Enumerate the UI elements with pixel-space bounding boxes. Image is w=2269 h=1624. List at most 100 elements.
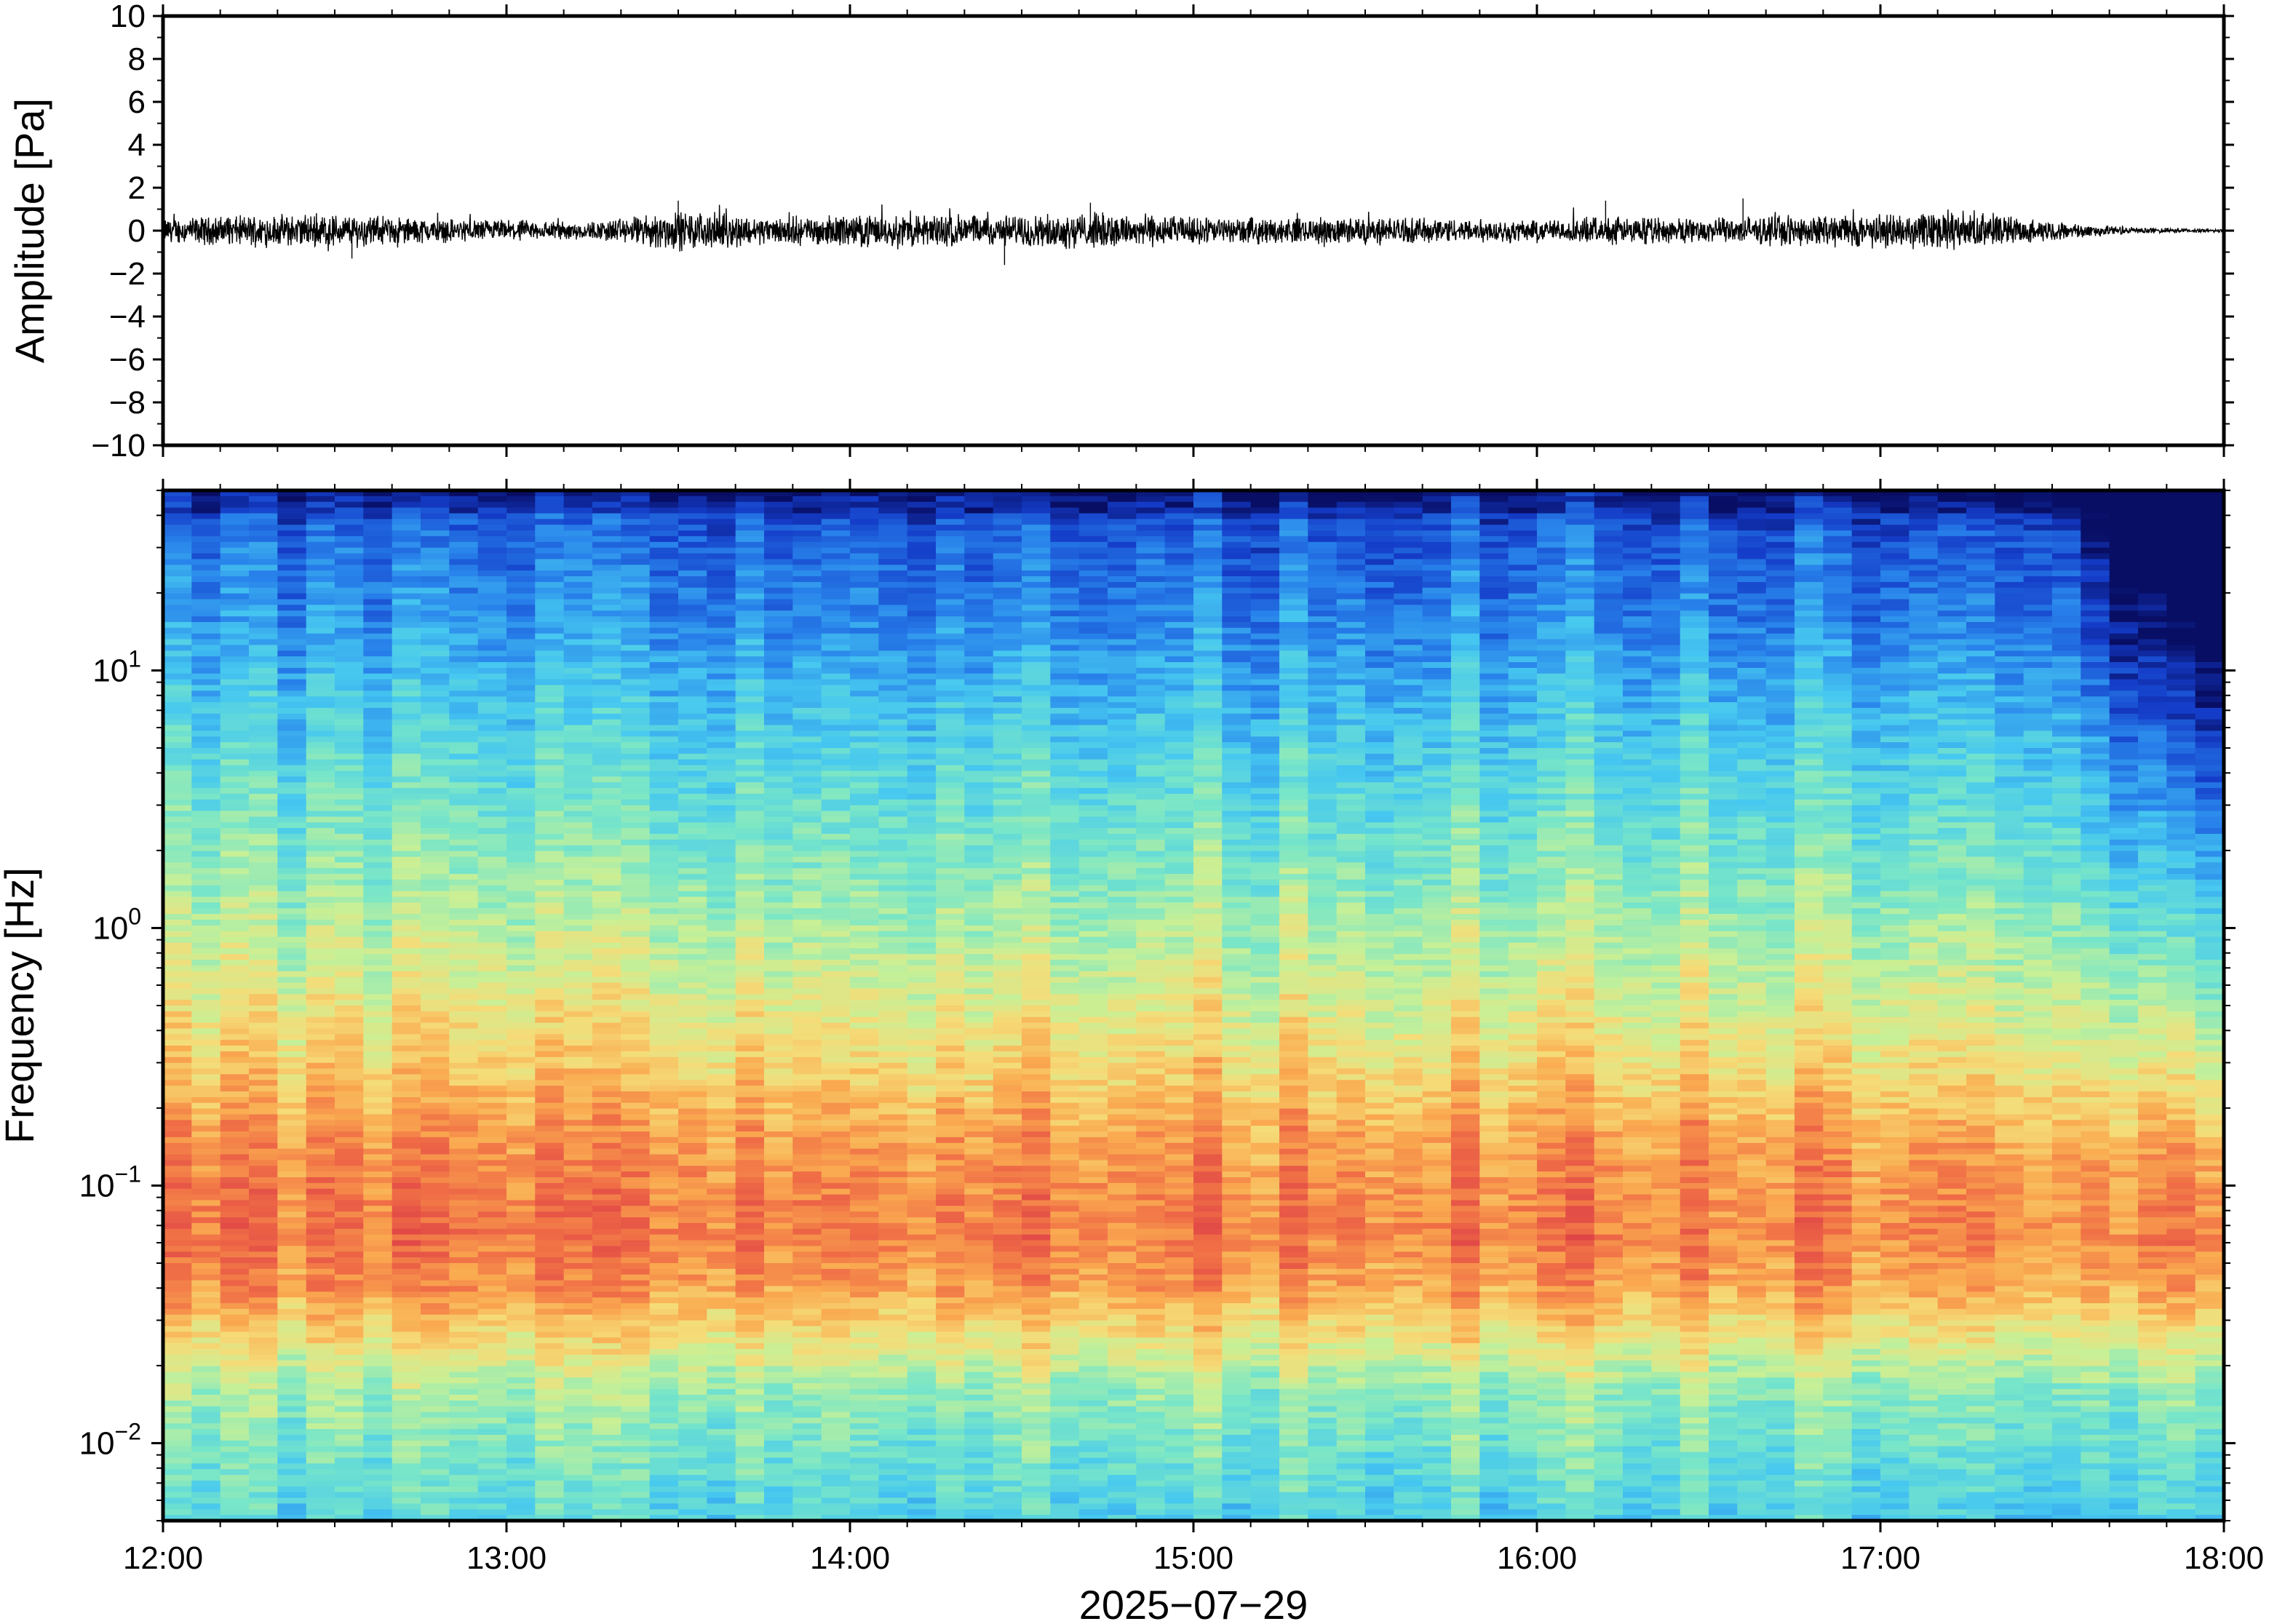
spectrogram-cell — [335, 736, 365, 743]
spectrogram-cell — [907, 1417, 937, 1425]
spectrogram-cell — [335, 965, 365, 972]
spectrogram-cell — [707, 1492, 736, 1499]
spectrogram-cell — [277, 1040, 307, 1046]
spectrogram-cell — [678, 599, 708, 606]
spectrogram-cell — [821, 799, 851, 806]
spectrogram-cell — [907, 1429, 937, 1436]
spectrogram-cell — [335, 610, 365, 617]
spectrogram-cell — [220, 645, 250, 652]
spectrogram-cell — [335, 1131, 365, 1138]
spectrogram-cell — [621, 1234, 651, 1241]
spectrogram-cell — [563, 565, 593, 571]
spectrogram-cell — [306, 1360, 335, 1367]
spectrogram-cell — [707, 1308, 736, 1315]
spectrogram-cell — [306, 1320, 335, 1327]
spectrogram-cell — [249, 1268, 279, 1275]
spectrogram-cell — [191, 925, 221, 932]
spectrogram-cell — [306, 513, 335, 520]
spectrogram-cell — [563, 707, 593, 715]
spectrogram-cell — [678, 1120, 708, 1126]
spectrogram-cell — [335, 862, 365, 869]
spectrogram-cell — [191, 610, 221, 617]
spectrogram-cell — [277, 862, 307, 869]
spectrogram-cell — [535, 1137, 565, 1144]
spectrogram-cell — [907, 581, 937, 589]
spectrogram-cell — [392, 679, 421, 686]
spectrogram-cell — [335, 1440, 365, 1447]
spectrogram-cell — [850, 690, 880, 697]
spectrogram-cell — [477, 793, 507, 800]
spectrogram-cell — [220, 547, 250, 554]
spectrogram-cell — [764, 748, 794, 755]
spectrogram-cell — [850, 936, 880, 944]
spectrogram-cell — [535, 1314, 565, 1321]
spectrogram-cell — [306, 639, 335, 646]
spectrogram-cell — [392, 1131, 421, 1138]
spectrogram-cell — [735, 1166, 765, 1172]
spectrogram-cell — [335, 616, 365, 623]
spectrogram-cell — [850, 885, 880, 892]
spectrogram-cell — [878, 1016, 908, 1024]
spectrogram-cell — [335, 1120, 365, 1126]
spectrogram-cell — [707, 1463, 736, 1470]
spectrogram-cell — [191, 1263, 221, 1270]
spectrogram-cell — [477, 1171, 507, 1178]
spectrogram-cell — [678, 530, 708, 537]
spectrogram-cell — [506, 610, 536, 617]
spectrogram-cell — [821, 507, 851, 514]
spectrogram-cell — [535, 1074, 565, 1081]
spectrogram-cell — [220, 868, 250, 875]
spectrogram-cell — [621, 1492, 651, 1499]
spectrogram-cell — [249, 719, 279, 726]
spectrogram-cell — [363, 954, 393, 960]
spectrogram-cell — [306, 885, 335, 892]
spectrogram-cell — [735, 1102, 765, 1110]
spectrogram-cell — [163, 599, 193, 606]
spectrogram-cell — [707, 1435, 736, 1441]
spectrogram-cell — [850, 1171, 880, 1178]
spectrogram-cell — [878, 1314, 908, 1321]
spectrogram-cell — [649, 1040, 679, 1046]
spectrogram-cell — [792, 1046, 822, 1052]
spectrogram-cell — [220, 1177, 250, 1184]
spectrogram-cell — [821, 1257, 851, 1264]
spectrogram-cell — [678, 1412, 708, 1419]
spectrogram-cell — [392, 879, 421, 886]
spectrogram-cell — [592, 679, 622, 686]
spectrogram-cell — [821, 982, 851, 990]
spectrogram-cell — [277, 1206, 307, 1212]
spectrogram-cell — [707, 525, 736, 531]
spectrogram-cell — [678, 816, 708, 824]
spectrogram-cell — [535, 1222, 565, 1230]
spectrogram-cell — [764, 581, 794, 589]
spectrogram-cell — [878, 570, 908, 577]
spectrogram-cell — [735, 1497, 765, 1505]
spectrogram-cell — [764, 908, 794, 915]
spectrogram-cell — [563, 645, 593, 652]
spectrogram-cell — [249, 954, 279, 960]
spectrogram-cell — [335, 1320, 365, 1327]
spectrogram-cell — [163, 581, 193, 589]
spectrogram-cell — [764, 1297, 794, 1304]
spectrogram-cell — [592, 1108, 622, 1115]
spectrogram-cell — [649, 627, 679, 634]
spectrogram-cell — [392, 1126, 421, 1132]
spectrogram-cell — [878, 1389, 908, 1396]
spectrogram-cell — [621, 1206, 651, 1212]
spectrogram-cell — [878, 547, 908, 554]
spectrogram-cell — [850, 1372, 880, 1379]
spectrogram-cell — [220, 1475, 250, 1481]
spectrogram-cell — [277, 639, 307, 646]
spectrogram-cell — [563, 742, 593, 749]
spectrogram-cell — [707, 1240, 736, 1247]
spectrogram-cell — [421, 1080, 450, 1086]
spectrogram-cell — [506, 1486, 536, 1493]
spectrogram-cell — [335, 1200, 365, 1207]
spectrogram-cell — [563, 725, 593, 732]
spectrogram-cell — [850, 1022, 880, 1030]
spectrogram-cell — [878, 1372, 908, 1379]
spectrogram-cell — [306, 1108, 335, 1115]
spectrogram-cell — [592, 570, 622, 577]
spectrogram-cell — [678, 1006, 708, 1012]
spectrogram-cell — [649, 1068, 679, 1075]
